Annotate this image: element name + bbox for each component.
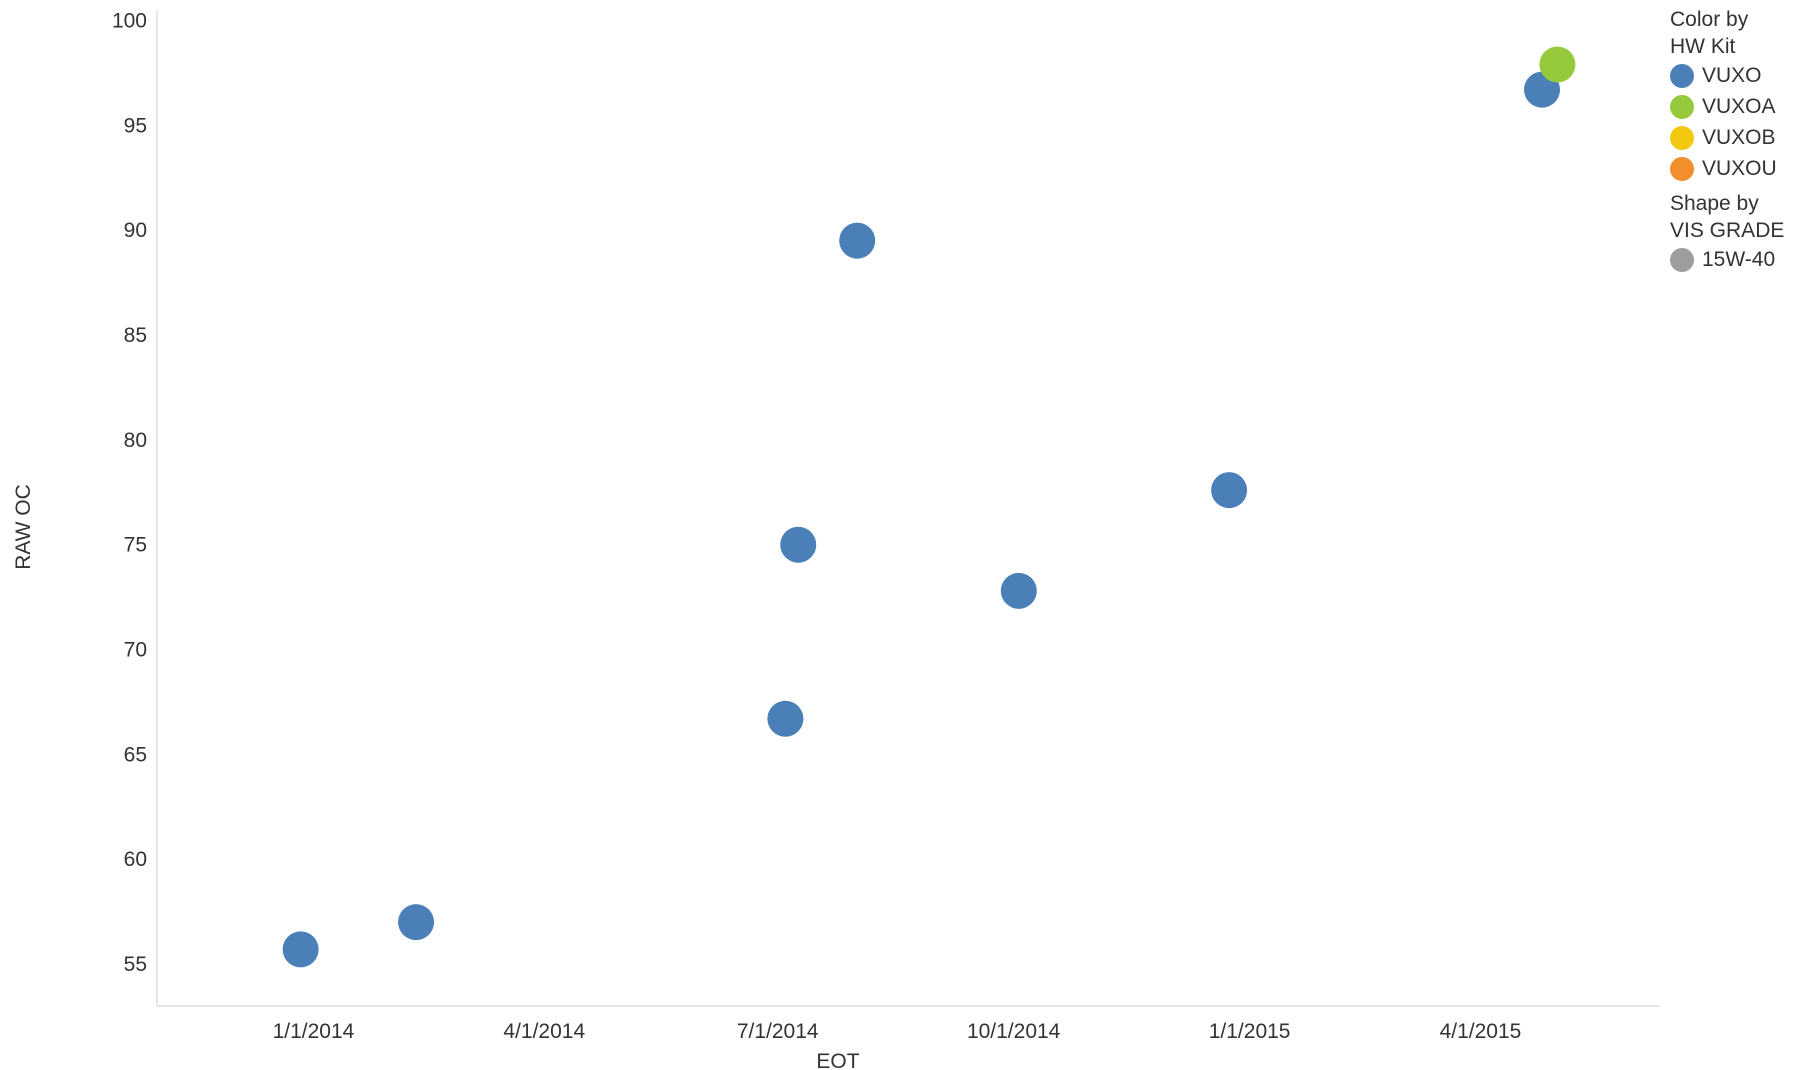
data-point-vuxo[interactable]	[1211, 472, 1248, 509]
x-tick-label: 1/1/2015	[1209, 1020, 1291, 1043]
legend: Color by HW Kit VUXO VUXOA VUXOB VUXOU Shap…	[1670, 6, 1800, 275]
x-tick-label: 7/1/2014	[737, 1020, 819, 1043]
y-tick-label: 75	[124, 534, 147, 557]
legend-color-title: Color by HW Kit	[1670, 8, 1749, 58]
legend-shape-label: 15W-40	[1702, 248, 1776, 271]
data-point-vuxo[interactable]	[780, 526, 817, 563]
y-tick-label: 85	[124, 324, 147, 347]
y-tick-label: 95	[124, 114, 147, 137]
x-tick-label: 4/1/2014	[503, 1020, 585, 1043]
data-point-vuxo[interactable]	[1000, 572, 1037, 609]
y-tick-labels: 55 60 65 70 75 80 85 90 95 100	[112, 9, 147, 976]
legend-shape-items: 15W-40	[1670, 244, 1800, 275]
legend-color-label: VUXO	[1702, 64, 1762, 87]
legend-swatch-icon	[1670, 156, 1694, 181]
x-tick-label: 1/1/2014	[273, 1020, 355, 1043]
y-tick-label: 70	[124, 639, 147, 662]
y-tick-label: 55	[124, 953, 147, 976]
x-axis-title: EOT	[816, 1050, 859, 1070]
legend-shape-title: Shape by VIS GRADE	[1670, 192, 1785, 242]
legend-color-label: VUXOB	[1702, 126, 1776, 149]
x-tick-label: 10/1/2014	[967, 1020, 1061, 1043]
data-point-vuxoa[interactable]	[1539, 46, 1576, 83]
data-point-vuxo[interactable]	[839, 222, 876, 259]
legend-swatch-icon	[1670, 63, 1694, 88]
legend-color-item[interactable]: VUXOA	[1670, 91, 1800, 122]
legend-color-items: VUXO VUXOA VUXOB VUXOU	[1670, 60, 1800, 184]
x-tick-label: 4/1/2015	[1440, 1020, 1522, 1043]
x-tick-labels: 1/1/2014 4/1/2014 7/1/2014 10/1/2014 1/1/201…	[273, 1020, 1522, 1043]
legend-color-label: VUXOU	[1702, 157, 1777, 180]
data-points	[282, 46, 1576, 968]
legend-swatch-icon	[1670, 125, 1694, 150]
y-tick-label: 65	[124, 743, 147, 766]
legend-color-item[interactable]: VUXOU	[1670, 153, 1800, 184]
y-axis-title: RAW OC	[12, 484, 35, 570]
legend-shape-item[interactable]: 15W-40	[1670, 244, 1800, 275]
legend-color-label: VUXOA	[1702, 95, 1776, 118]
y-tick-label: 80	[124, 429, 147, 452]
legend-swatch-icon	[1670, 247, 1694, 272]
legend-color-item[interactable]: VUXO	[1670, 60, 1800, 91]
data-point-vuxo[interactable]	[398, 904, 435, 941]
legend-swatch-icon	[1670, 94, 1694, 119]
data-point-vuxo[interactable]	[767, 700, 804, 737]
legend-color-item[interactable]: VUXOB	[1670, 122, 1800, 153]
y-tick-label: 100	[112, 9, 147, 32]
y-tick-label: 60	[124, 848, 147, 871]
data-point-vuxo[interactable]	[282, 931, 319, 968]
y-tick-label: 90	[124, 219, 147, 242]
